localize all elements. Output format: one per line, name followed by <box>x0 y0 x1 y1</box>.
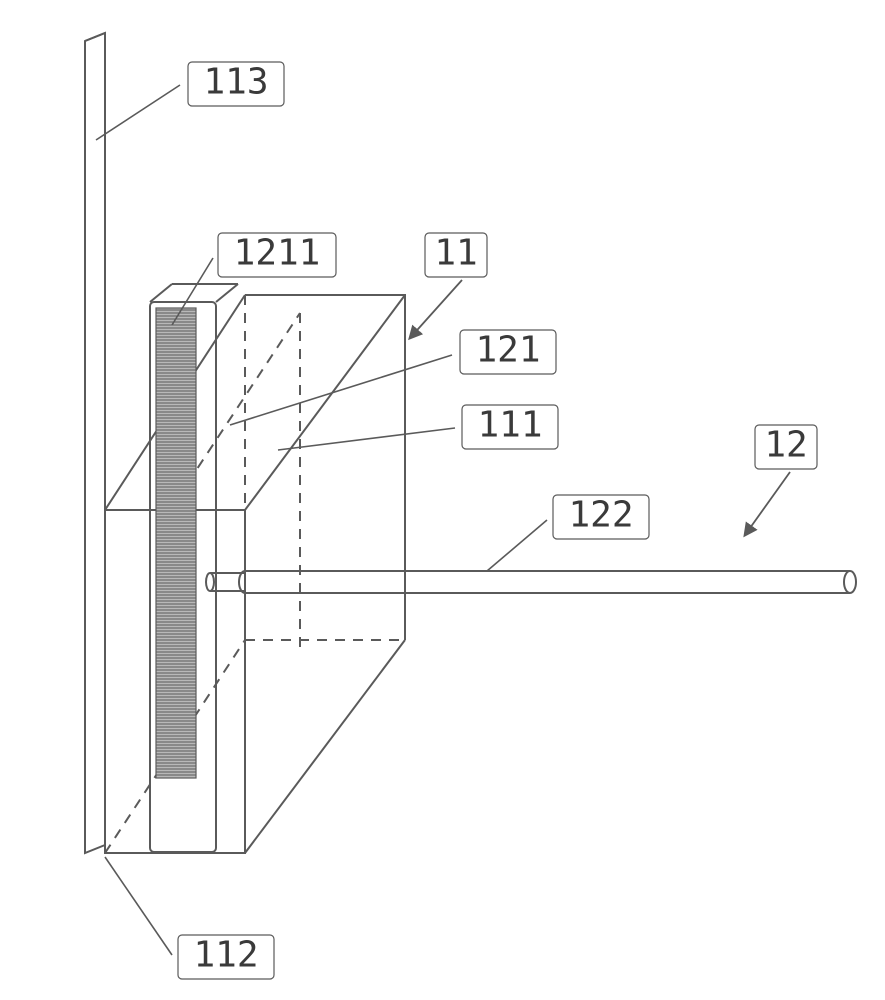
arrow-11 <box>410 280 462 338</box>
arrow-12 <box>745 472 790 535</box>
hatched-slab <box>156 308 196 778</box>
leader-113 <box>96 85 180 140</box>
label-text-111: 111 <box>477 405 542 446</box>
back-plate <box>85 33 105 853</box>
rod-end <box>844 571 856 593</box>
leader-122 <box>487 520 547 571</box>
leader-121 <box>230 355 452 425</box>
label-text-113: 113 <box>203 62 268 103</box>
leader-112 <box>105 857 172 955</box>
label-text-122: 122 <box>568 495 633 536</box>
label-text-112: 112 <box>193 935 258 976</box>
label-text-12: 12 <box>764 425 807 466</box>
label-text-1211: 1211 <box>234 233 321 274</box>
label-text-121: 121 <box>475 330 540 371</box>
label-text-11: 11 <box>434 233 477 274</box>
outer-box-rear <box>245 295 405 640</box>
